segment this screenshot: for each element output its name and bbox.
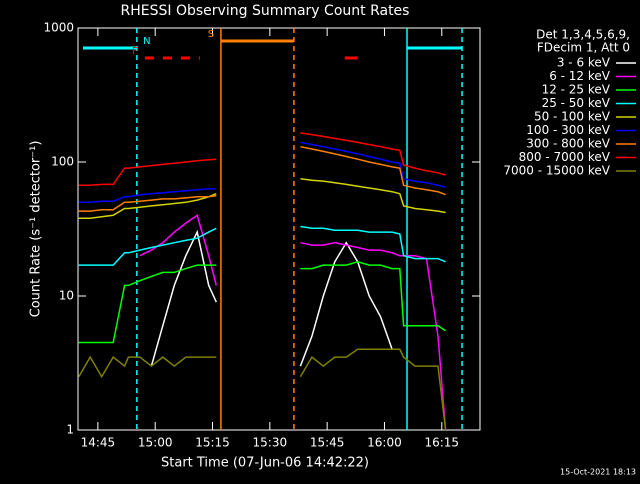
y-tick-label: 100	[51, 155, 74, 169]
footer: 15-Oct-2021 18:13	[560, 468, 636, 477]
series-line	[299, 348, 447, 431]
series-line	[300, 145, 446, 196]
series-line	[78, 264, 217, 344]
legend-label: 300 - 800 keV	[526, 137, 610, 151]
legend-label: 50 - 100 keV	[534, 110, 611, 124]
series-line	[300, 141, 446, 188]
flag-label: N	[143, 36, 150, 47]
chart-title: RHESSI Observing Summary Count Rates	[121, 3, 410, 19]
x-tick-label: 16:15	[424, 436, 459, 450]
flag-label: F	[132, 46, 138, 57]
legend-label: 100 - 300 keV	[526, 123, 610, 137]
y-tick-label: 1	[66, 423, 74, 437]
x-tick-label: 14:45	[81, 436, 116, 450]
flag-label: S	[208, 29, 214, 40]
x-tick-label: 15:30	[253, 436, 288, 450]
x-tick-label: 15:45	[310, 436, 345, 450]
x-tick-label: 15:15	[195, 436, 230, 450]
legend-label: 6 - 12 keV	[549, 69, 611, 83]
series-line	[299, 241, 393, 367]
series-line	[300, 241, 447, 431]
series-line	[78, 188, 217, 204]
legend-label: 3 - 6 keV	[557, 56, 611, 70]
series-line	[139, 214, 218, 286]
legend-label: 7000 - 15000 keV	[503, 164, 610, 178]
series-line	[78, 227, 217, 266]
series-line	[78, 194, 217, 212]
legend-header: FDecim 1, Att 0	[537, 41, 630, 55]
legend-header: Det 1,3,4,5,6,9,	[536, 28, 630, 42]
x-tick-label: 15:00	[138, 436, 173, 450]
plot-frame	[77, 27, 481, 431]
y-axis-label: Count Rate (s⁻¹ detector⁻¹)	[29, 141, 44, 318]
y-tick-label: 10	[59, 289, 74, 303]
series-line	[78, 355, 217, 379]
x-tick-label: 16:00	[367, 436, 402, 450]
x-axis-label: Start Time (07-Jun-06 14:42:22)	[161, 456, 369, 471]
series-line	[300, 225, 446, 263]
series-line	[150, 229, 217, 367]
series-line	[78, 158, 217, 187]
series-line	[300, 177, 446, 214]
series-line	[300, 261, 447, 332]
legend-label: 800 - 7000 keV	[519, 150, 611, 164]
y-tick-label: 1000	[43, 21, 74, 35]
legend-label: 12 - 25 keV	[542, 83, 611, 97]
legend-label: 25 - 50 keV	[542, 96, 611, 110]
series-line	[78, 193, 217, 220]
series-line	[300, 132, 446, 176]
